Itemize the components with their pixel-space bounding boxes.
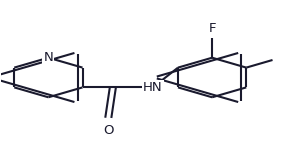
Text: F: F	[208, 22, 216, 35]
Text: HN: HN	[143, 81, 163, 94]
Text: N: N	[43, 51, 53, 64]
Text: O: O	[103, 124, 114, 137]
